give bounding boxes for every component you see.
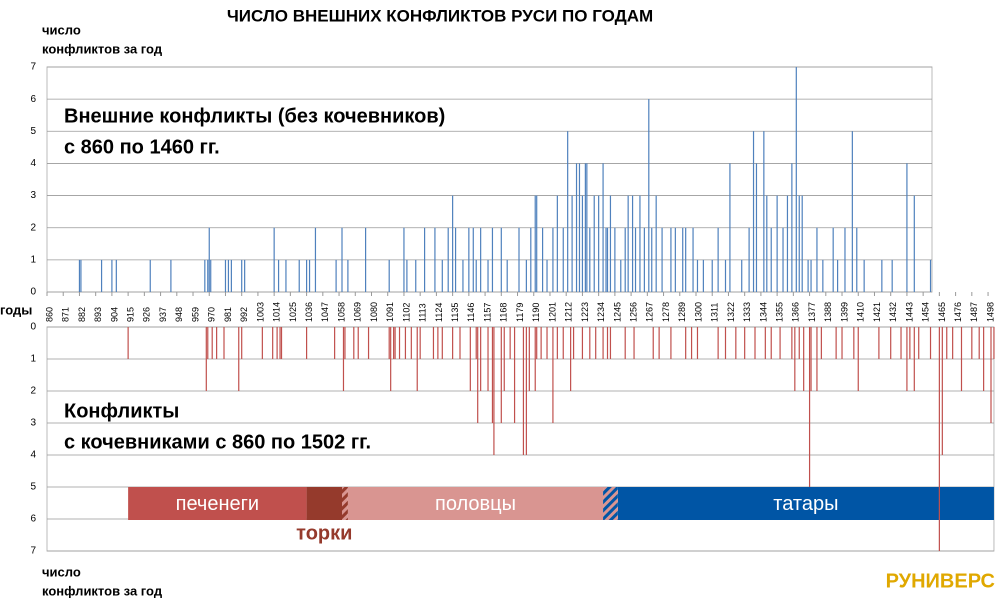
band-transition xyxy=(603,487,618,520)
y-tick-label: 3 xyxy=(30,418,36,429)
x-tick-label: 1212 xyxy=(564,302,574,322)
x-tick-label: 1113 xyxy=(418,303,428,322)
y-tick-label: 1 xyxy=(30,354,36,365)
y-label: конфликтов за год xyxy=(42,583,163,598)
x-tick-label: 1399 xyxy=(839,302,849,322)
x-tick-label: 1245 xyxy=(612,302,622,322)
y-tick-label: 6 xyxy=(30,514,36,525)
x-tick-label: 1465 xyxy=(937,302,947,322)
x-tick-label: 1289 xyxy=(677,302,687,322)
band-label: торки xyxy=(296,522,352,544)
x-tick-label: 893 xyxy=(93,307,103,322)
x-tick-label: 1080 xyxy=(369,302,379,322)
band-transition xyxy=(342,487,348,520)
band-label: татары xyxy=(773,493,838,515)
y-tick-label: 1 xyxy=(30,254,36,265)
y-tick-label: 7 xyxy=(30,62,36,73)
y-tick-label: 7 xyxy=(30,546,36,557)
period-band xyxy=(347,487,604,520)
x-tick-label: 1388 xyxy=(823,302,833,322)
x-tick-label: 992 xyxy=(239,307,249,322)
period-band xyxy=(128,487,307,520)
x-tick-label: 1157 xyxy=(482,303,492,322)
y-tick-label: 2 xyxy=(30,386,36,397)
x-tick-label: 1267 xyxy=(645,302,655,322)
y-tick-label: 4 xyxy=(30,450,36,461)
x-tick-label: 959 xyxy=(190,307,200,322)
x-tick-label: 1069 xyxy=(353,302,363,322)
annotation: Внешние конфликты (без кочевников) xyxy=(64,105,445,127)
x-tick-label: 871 xyxy=(61,307,71,322)
y-tick-label: 2 xyxy=(30,222,36,233)
x-tick-label: 1223 xyxy=(580,302,590,322)
y-tick-label: 4 xyxy=(30,158,36,169)
x-tick-label: 1487 xyxy=(969,302,979,322)
x-tick-label: 915 xyxy=(126,307,136,322)
y-label: конфликтов за год xyxy=(42,41,163,56)
period-band xyxy=(617,487,994,520)
x-tick-label: 1135 xyxy=(450,303,460,322)
x-tick-label: 1476 xyxy=(953,302,963,322)
y-tick-label: 3 xyxy=(30,190,36,201)
y-label: число xyxy=(42,22,81,37)
x-tick-label: 1432 xyxy=(888,302,898,322)
x-tick-label: 1058 xyxy=(336,302,346,322)
x-tick-label: 1278 xyxy=(661,302,671,322)
y-tick-label: 6 xyxy=(30,94,36,105)
x-tick-label: 1377 xyxy=(807,302,817,322)
annotation: Конфликты xyxy=(64,400,179,422)
x-tick-label: 1410 xyxy=(856,302,866,322)
x-tick-label: 1498 xyxy=(985,302,995,322)
x-tick-label: 1333 xyxy=(742,302,752,322)
x-tick-label: 1366 xyxy=(791,302,801,322)
logo: РУНИВЕРС xyxy=(886,570,995,592)
x-tick-label: 1091 xyxy=(385,302,395,322)
x-tick-label: 1300 xyxy=(693,302,703,322)
x-tick-label: 1355 xyxy=(775,302,785,322)
x-tick-label: 904 xyxy=(109,307,119,322)
x-tick-label: 1146 xyxy=(466,303,476,322)
x-tick-label: 926 xyxy=(142,307,152,322)
x-tick-label: 1014 xyxy=(272,302,282,322)
x-tick-label: 948 xyxy=(174,307,184,322)
x-tick-label: 1025 xyxy=(288,302,298,322)
annotation: с 860 по 1460 гг. xyxy=(64,136,220,158)
x-tick-label: 1322 xyxy=(726,302,736,322)
x-label: годы xyxy=(0,302,32,317)
x-tick-label: 882 xyxy=(77,307,87,322)
x-tick-label: 970 xyxy=(207,307,217,322)
x-tick-label: 1036 xyxy=(304,302,314,322)
annotation: с кочевниками с 860 по 1502 гг. xyxy=(64,431,371,453)
x-tick-label: 1168 xyxy=(499,303,509,322)
y-tick-label: 0 xyxy=(30,287,36,298)
x-tick-label: 1344 xyxy=(758,302,768,322)
y-tick-label: 5 xyxy=(30,126,36,137)
x-tick-label: 1201 xyxy=(547,302,557,322)
x-tick-label: 1003 xyxy=(255,302,265,322)
x-tick-label: 937 xyxy=(158,307,168,322)
x-tick-label: 1311 xyxy=(710,303,720,322)
chart-title: ЧИСЛО ВНЕШНИХ КОНФЛИКТОВ РУСИ ПО ГОДАМ xyxy=(227,6,653,25)
band-label: печенеги xyxy=(176,493,259,515)
x-tick-label: 1047 xyxy=(320,302,330,322)
x-tick-label: 1102 xyxy=(401,303,411,322)
x-tick-label: 981 xyxy=(223,307,233,322)
x-tick-label: 1454 xyxy=(921,302,931,322)
y-tick-label: 5 xyxy=(30,482,36,493)
y-label: число xyxy=(42,564,81,579)
x-tick-label: 860 xyxy=(44,307,54,322)
x-tick-label: 1190 xyxy=(531,303,541,322)
period-band xyxy=(306,487,342,520)
y-tick-label: 0 xyxy=(30,322,36,333)
x-tick-label: 1234 xyxy=(596,302,606,322)
x-tick-label: 1443 xyxy=(904,302,914,322)
x-tick-label: 1124 xyxy=(434,303,444,322)
x-tick-label: 1421 xyxy=(872,302,882,322)
x-tick-label: 1256 xyxy=(628,302,638,322)
band-label: половцы xyxy=(435,493,516,515)
x-tick-label: 1179 xyxy=(515,303,525,322)
